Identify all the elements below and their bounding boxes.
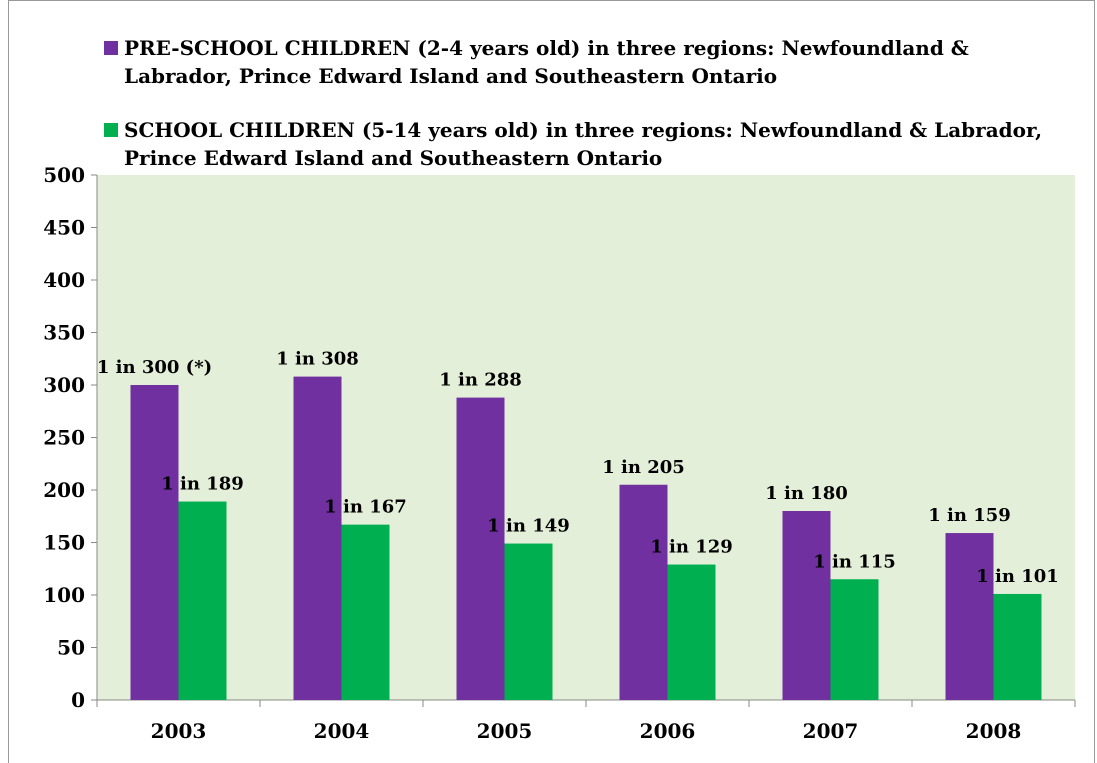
value-label: 1 in 300 (*) xyxy=(97,357,212,378)
y-tick-label: 350 xyxy=(43,321,85,345)
x-tick-label: 2007 xyxy=(803,719,859,743)
y-tick-label: 500 xyxy=(43,163,85,187)
y-tick-label: 300 xyxy=(43,373,85,397)
chart-border xyxy=(8,0,1095,763)
legend-swatch xyxy=(104,123,118,137)
y-tick-label: 200 xyxy=(43,478,85,502)
value-label: 1 in 205 xyxy=(602,457,685,478)
bar xyxy=(130,385,179,700)
value-label: 1 in 129 xyxy=(650,537,733,558)
bar xyxy=(667,564,716,700)
x-tick-label: 2003 xyxy=(151,719,207,743)
value-label: 1 in 167 xyxy=(324,497,407,518)
value-label: 1 in 115 xyxy=(813,551,896,572)
bar xyxy=(830,579,879,700)
legend-item: SCHOOL CHILDREN (5-14 years old) in thre… xyxy=(104,116,1064,172)
x-tick-label: 2006 xyxy=(640,719,696,743)
y-tick-label: 150 xyxy=(43,531,85,555)
y-tick-label: 0 xyxy=(71,688,85,712)
value-label: 1 in 189 xyxy=(161,474,244,495)
bar xyxy=(178,501,227,700)
y-tick-label: 50 xyxy=(57,636,85,660)
bar xyxy=(993,593,1042,700)
value-label: 1 in 159 xyxy=(928,505,1011,526)
value-label: 1 in 308 xyxy=(276,349,359,370)
value-label: 1 in 180 xyxy=(765,483,848,504)
value-label: 1 in 149 xyxy=(487,516,570,537)
legend-swatch xyxy=(104,41,118,55)
x-tick-label: 2008 xyxy=(966,719,1022,743)
bar xyxy=(945,533,994,700)
bar xyxy=(293,376,342,700)
legend-item: PRE-SCHOOL CHILDREN (2-4 years old) in t… xyxy=(104,34,1064,90)
x-tick-label: 2004 xyxy=(314,719,370,743)
bar xyxy=(504,543,553,700)
y-tick-label: 250 xyxy=(43,426,85,450)
value-label: 1 in 288 xyxy=(439,370,522,391)
bar xyxy=(619,484,668,700)
bar xyxy=(456,397,505,700)
y-tick-label: 400 xyxy=(43,268,85,292)
bar xyxy=(782,511,831,700)
legend-label: PRE-SCHOOL CHILDREN (2-4 years old) in t… xyxy=(124,36,969,88)
legend-label: SCHOOL CHILDREN (5-14 years old) in thre… xyxy=(124,118,1043,170)
plot-area xyxy=(97,175,1075,700)
value-label: 1 in 101 xyxy=(976,566,1059,587)
x-tick-label: 2005 xyxy=(477,719,533,743)
bar xyxy=(341,524,390,700)
y-tick-label: 100 xyxy=(43,583,85,607)
y-tick-label: 450 xyxy=(43,216,85,240)
